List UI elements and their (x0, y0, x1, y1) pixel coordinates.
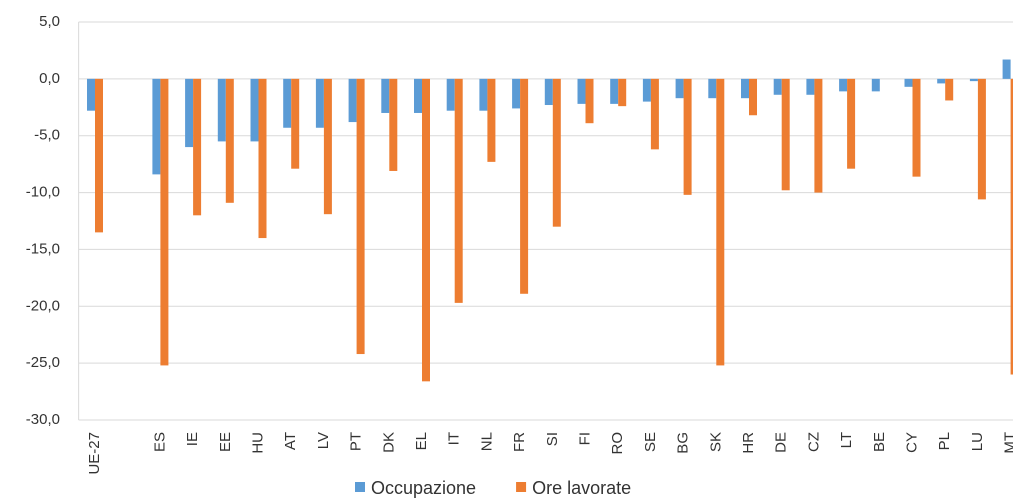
bar (716, 78, 725, 366)
bar (291, 78, 300, 169)
bar (871, 78, 880, 92)
x-tick-label: SK (707, 432, 724, 452)
x-tick-label: EE (217, 432, 234, 452)
legend-swatch (516, 482, 527, 492)
bar (454, 78, 463, 303)
x-tick-label: AT (282, 432, 299, 450)
bar (839, 78, 848, 92)
bar (95, 78, 103, 233)
x-tick-label: RO (609, 432, 626, 455)
bar (250, 78, 259, 142)
bar (356, 78, 365, 355)
y-tick-label: -20,0 (26, 297, 60, 314)
bar (683, 78, 692, 195)
bar (315, 78, 324, 128)
bar (160, 78, 169, 366)
bar (446, 78, 455, 111)
x-tick-label: DE (773, 432, 790, 453)
bar (323, 78, 332, 215)
bar (749, 78, 757, 116)
bar (283, 78, 292, 128)
bar (912, 78, 921, 177)
bar (258, 78, 267, 239)
x-tick-label: LV (315, 432, 332, 449)
bar (577, 78, 586, 104)
x-tick-label: PT (348, 432, 365, 451)
bar (348, 78, 357, 123)
bar (642, 78, 651, 102)
x-tick-label: BE (871, 432, 888, 452)
bar (520, 78, 529, 294)
x-tick-label: SI (544, 432, 561, 446)
y-tick-label: -10,0 (26, 184, 60, 201)
x-tick-label: PL (936, 432, 953, 450)
x-tick-label: SE (642, 432, 659, 452)
bar (969, 78, 978, 82)
bar (814, 78, 823, 193)
y-tick-label: 0,0 (39, 70, 60, 87)
y-tick-label: -30,0 (26, 411, 60, 428)
x-tick-label: ES (151, 432, 168, 452)
x-tick-label: IE (184, 432, 201, 446)
bar (806, 78, 815, 95)
bar (422, 78, 430, 382)
bar (1010, 78, 1013, 375)
x-tick-label: HU (249, 432, 266, 454)
y-tick-label: -25,0 (26, 354, 60, 371)
legend-label: Ore lavorate (532, 478, 631, 498)
legend-label: Occupazione (371, 478, 476, 498)
bar (675, 78, 684, 99)
bar (945, 78, 954, 101)
x-tick-label: EL (413, 432, 430, 450)
bar (552, 78, 561, 227)
bar (414, 78, 422, 113)
bar (610, 78, 619, 104)
bar (487, 78, 496, 162)
x-tick-label: MT (1002, 432, 1013, 454)
bar (977, 78, 986, 200)
bar (937, 78, 946, 84)
bar (650, 78, 659, 150)
legend-swatch (355, 482, 365, 492)
bar (381, 78, 390, 113)
x-tick-label: FR (511, 432, 528, 452)
x-tick-label: FI (576, 432, 593, 445)
bar (479, 78, 488, 111)
x-tick-label: CY (903, 432, 920, 453)
x-tick-label: UE-27 (86, 432, 103, 475)
bar (512, 78, 521, 109)
bar (585, 78, 594, 124)
x-tick-label: CZ (805, 432, 822, 452)
x-tick-label: LU (969, 432, 986, 451)
bar (618, 78, 627, 107)
bar (904, 78, 913, 87)
bar (847, 78, 856, 169)
bar (87, 78, 95, 111)
bar (708, 78, 717, 99)
x-tick-label: LT (838, 432, 855, 448)
x-tick-label: IT (446, 432, 463, 445)
bar (193, 78, 202, 216)
x-tick-label: BG (675, 432, 692, 454)
bar (389, 78, 398, 171)
bar (741, 78, 749, 99)
x-tick-label: HR (740, 432, 757, 454)
bar (781, 78, 790, 191)
bar (1002, 59, 1011, 79)
y-tick-label: 5,0 (39, 13, 60, 30)
bar (185, 78, 194, 148)
bar (225, 78, 234, 203)
y-tick-label: -5,0 (34, 127, 60, 144)
bar (773, 78, 782, 95)
bar (217, 78, 226, 142)
bar (544, 78, 553, 106)
x-tick-label: NL (478, 432, 495, 451)
bar (152, 78, 161, 175)
x-tick-label: DK (380, 432, 397, 453)
y-tick-label: -15,0 (26, 240, 60, 257)
